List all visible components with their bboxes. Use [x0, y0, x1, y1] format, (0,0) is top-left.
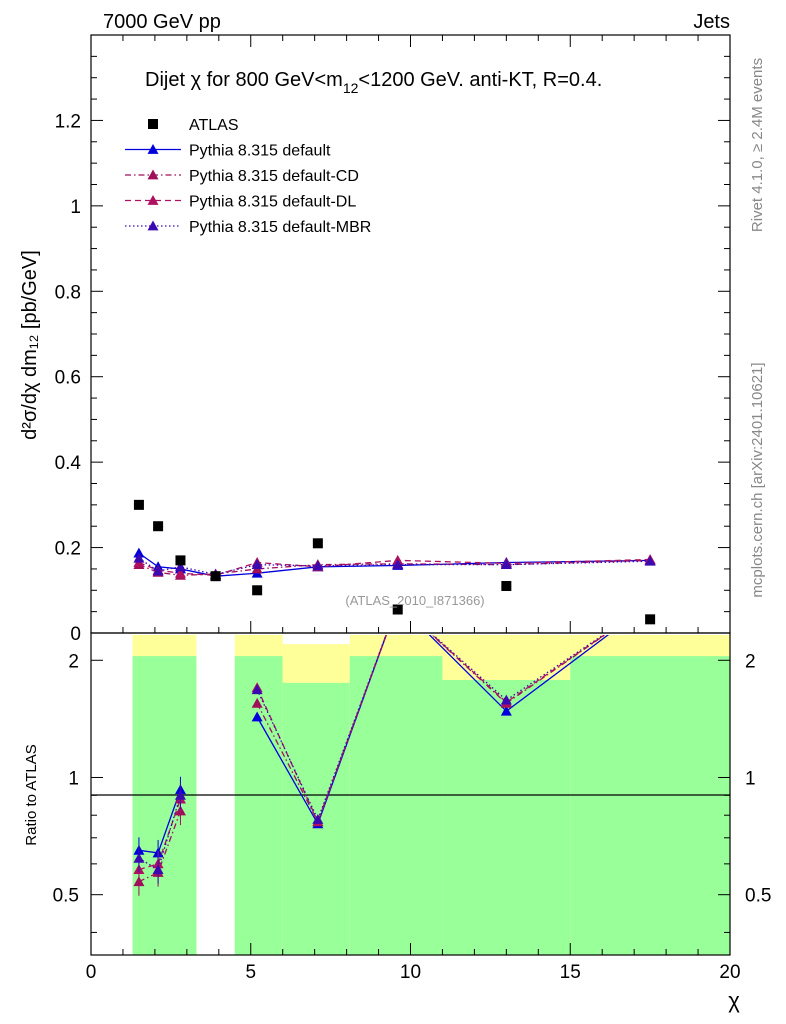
atlas-point [210, 571, 221, 582]
legend-label: Pythia 8.315 default-MBR [189, 219, 371, 236]
header-right: Jets [693, 11, 730, 33]
series-0-point [133, 547, 145, 558]
legend-label: Pythia 8.315 default-CD [189, 168, 359, 185]
legend-marker [147, 195, 159, 205]
ratio-3-point [174, 789, 186, 800]
atlas-point [153, 521, 164, 532]
x-tick-label: 10 [400, 962, 421, 983]
analysis-watermark: (ATLAS_2010_I871366) [345, 593, 484, 608]
ratio-line-3-1 [256, 635, 605, 822]
series-line-1 [138, 559, 651, 576]
main-plot-frame [90, 34, 731, 634]
ratio-series [133, 635, 610, 896]
series-3-point [152, 565, 164, 576]
x-tick-label: 20 [719, 962, 740, 983]
legend-label: Pythia 8.315 default-DL [189, 194, 356, 211]
title-suffix: <1200 GeV. anti-KT, R=0.4. [358, 69, 602, 91]
series-3-point [392, 559, 404, 570]
title-sub: 12 [343, 80, 359, 96]
y-tick-label: 1.2 [55, 111, 81, 132]
series-3-point [644, 555, 656, 566]
ratio-3-point [133, 852, 145, 863]
ratio-3-point [152, 864, 164, 874]
ratio-0-point [500, 705, 512, 716]
series-3-point [251, 559, 263, 570]
y-tick-label: 0 [70, 624, 81, 645]
ratio-3-point [312, 813, 324, 824]
ratio-tick-label-right: 2 [745, 651, 756, 672]
atlas-point [252, 585, 263, 596]
atlas-points [133, 499, 656, 625]
legend-marker [147, 220, 159, 231]
plot-title: Dijet χ for 800 GeV<m12<1200 GeV. anti-K… [145, 69, 602, 96]
y-tick-label: 0.6 [55, 368, 81, 389]
y-tick-label: 1 [70, 197, 81, 218]
series-2-point [174, 567, 186, 578]
x-tick-label: 15 [560, 962, 581, 983]
ratio-axis-label: Ratio to ATLAS [23, 744, 40, 845]
ratio-0-point [251, 711, 263, 722]
ratio-tick-label-left: 2 [68, 651, 79, 672]
legend-label: ATLAS [189, 117, 239, 134]
series-3-point [312, 560, 324, 571]
ratio-line-2-1 [256, 635, 606, 824]
legend-marker [147, 169, 159, 180]
mcplots-label: mcplots.cern.ch [arXiv:2401.10621] [749, 362, 766, 597]
series-3-point [133, 552, 145, 563]
atlas-point [645, 614, 656, 625]
x-axis-label: χ [728, 988, 740, 1013]
green-band-4 [442, 679, 571, 955]
atlas-point [133, 499, 144, 510]
uncertainty-bands [132, 635, 730, 955]
ratio-tick-label-left: 0.5 [53, 886, 79, 907]
y-axis-label: d²σ/dχ dm₁₂ [pb/GeV] [19, 250, 41, 440]
green-band-0 [132, 656, 197, 955]
atlas-point [392, 604, 403, 615]
legend-marker [147, 144, 159, 154]
atlas-point [175, 555, 186, 566]
ratio-tick-label-right: 0.5 [745, 886, 771, 907]
y-tick-label: 0.8 [55, 282, 81, 303]
x-tick-label: 0 [86, 962, 97, 983]
series-3-point [174, 561, 186, 572]
header-left: 7000 GeV pp [103, 11, 221, 33]
ratio-1-point [251, 697, 263, 708]
green-band-3 [349, 656, 443, 955]
series-3-point [500, 559, 512, 570]
y-tick-label: 0.2 [55, 539, 81, 560]
rivet-version-label: Rivet 4.1.0, ≥ 2.4M events [749, 58, 766, 232]
atlas-point [501, 581, 512, 592]
green-band-5 [570, 656, 730, 955]
atlas-point [312, 538, 323, 549]
ratio-tick-label-left: 1 [68, 768, 79, 789]
ratio-3-point [500, 694, 512, 705]
legend: ATLAS Pythia 8.315 default Pythia 8.315 de… [125, 117, 371, 236]
ratio-tick-label-right: 1 [745, 768, 756, 789]
y-tick-label: 0.4 [55, 453, 82, 474]
legend-atlas-marker [148, 119, 158, 129]
ratio-3-point [251, 684, 263, 695]
legend-label: Pythia 8.315 default [189, 143, 331, 160]
title-prefix: Dijet χ for 800 GeV<m [145, 69, 343, 91]
ratio-line-0-1 [256, 635, 610, 826]
x-tick-label: 5 [245, 962, 256, 983]
